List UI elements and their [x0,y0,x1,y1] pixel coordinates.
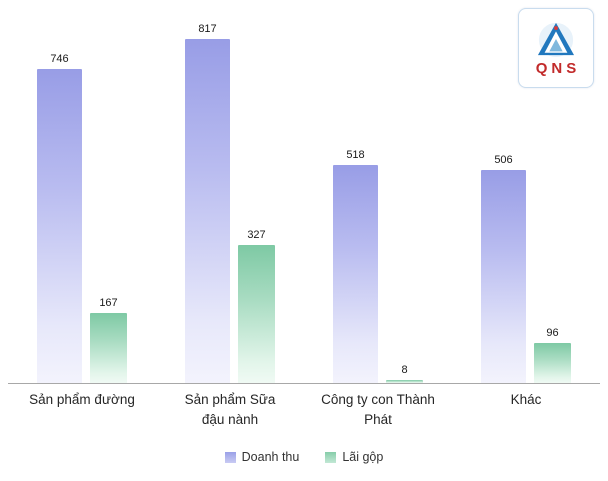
bar-doanh-thu [481,170,526,383]
x-axis-label: Khác [510,392,542,407]
qns-logo-icon [537,22,575,58]
legend-swatch [224,451,236,463]
bar-with-label: 817 [185,24,230,383]
bar-with-label: 96 [534,328,571,383]
legend-item: Doanh thu [224,450,300,464]
bar-group: 518 8 [304,150,452,383]
bar-with-label: 167 [90,298,127,383]
legend-swatch [325,451,337,463]
bar-with-label: 506 [481,155,526,383]
x-axis-label: Sản phẩm Sữa đậu nành [184,392,276,427]
bar-value-label: 167 [99,297,118,309]
bar-with-label: 327 [238,230,275,383]
legend-label: Doanh thu [241,450,300,464]
bar-doanh-thu [333,165,378,383]
bar-with-label: 518 [333,150,378,383]
qns-logo: QNS [518,8,594,88]
bar-value-label: 518 [346,149,365,161]
bar-lai-gop [386,380,423,383]
bar-value-label: 746 [50,53,69,65]
bar-value-label: 327 [247,229,266,241]
x-axis-label: Sản phẩm đường [29,392,135,407]
bar-with-label: 746 [37,54,82,383]
bar-lai-gop [90,313,127,383]
bar-value-label: 96 [546,327,559,339]
bar-lai-gop [238,245,275,383]
x-axis-labels: Sản phẩm đường Sản phẩm Sữa đậu nành Công … [8,390,600,429]
bar-doanh-thu [37,69,82,383]
bar-value-label: 817 [198,23,217,35]
chart-legend: Doanh thu Lãi gộp [0,450,608,464]
bar-group: 746 167 [8,54,156,383]
bar-group: 817 327 [156,24,304,383]
bar-doanh-thu [185,39,230,383]
chart-plot: 746 167 817 327 518 8 506 96 [8,24,600,383]
bar-value-label: 8 [401,364,408,376]
legend-label: Lãi gộp [342,450,384,464]
bar-group: 506 96 [452,155,600,383]
x-axis-line [8,383,600,384]
bar-value-label: 506 [494,154,513,166]
x-axis-label: Công ty con Thành Phát [321,392,435,427]
qns-logo-text: QNS [535,60,581,77]
legend-item: Lãi gộp [325,450,383,464]
bar-lai-gop [534,343,571,383]
bar-with-label: 8 [386,365,423,383]
